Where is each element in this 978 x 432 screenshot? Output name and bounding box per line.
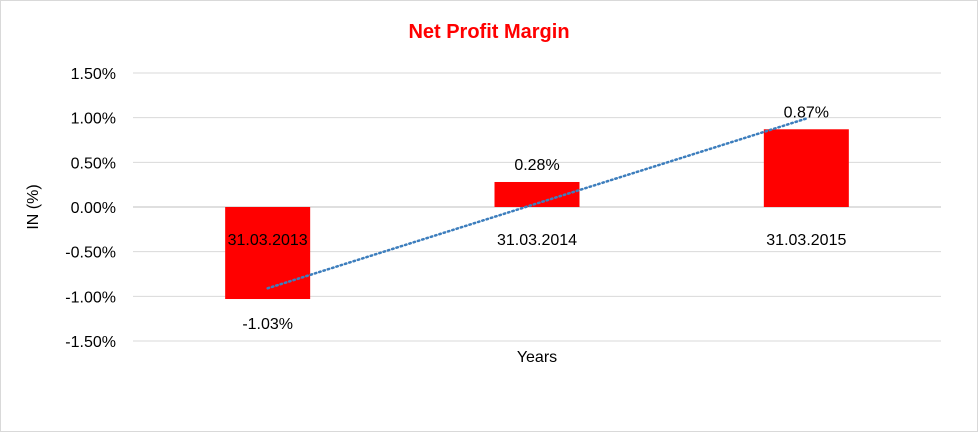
y-tick-label: 1.00% [71, 111, 116, 128]
trendline-layer [266, 117, 808, 290]
x-category-label: 31.03.2014 [497, 232, 577, 249]
y-tick-label: -0.50% [65, 245, 116, 262]
bar [225, 207, 311, 300]
data-label: 0.87% [784, 104, 829, 121]
bar [763, 129, 849, 207]
y-axis-title: IN (%) [25, 184, 42, 229]
y-tick-label: 0.00% [71, 200, 116, 217]
y-tick-label: -1.00% [65, 289, 116, 306]
y-tick-label: -1.50% [65, 334, 116, 351]
trendline [266, 117, 808, 290]
data-label: 0.28% [514, 157, 559, 174]
bars [225, 129, 849, 300]
x-axis-title: Years [517, 349, 557, 366]
y-tick-label: 1.50% [71, 66, 116, 83]
y-tick-label: 0.50% [71, 155, 116, 172]
data-label: -1.03% [242, 316, 293, 333]
x-category-label: 31.03.2015 [766, 232, 846, 249]
labels: 1.50% 1.00% 0.50% 0.00% -0.50% -1.00% -1.50% 31… [65, 66, 846, 351]
chart-title: Net Profit Margin [408, 21, 569, 43]
x-category-label: 31.03.2013 [228, 232, 308, 249]
